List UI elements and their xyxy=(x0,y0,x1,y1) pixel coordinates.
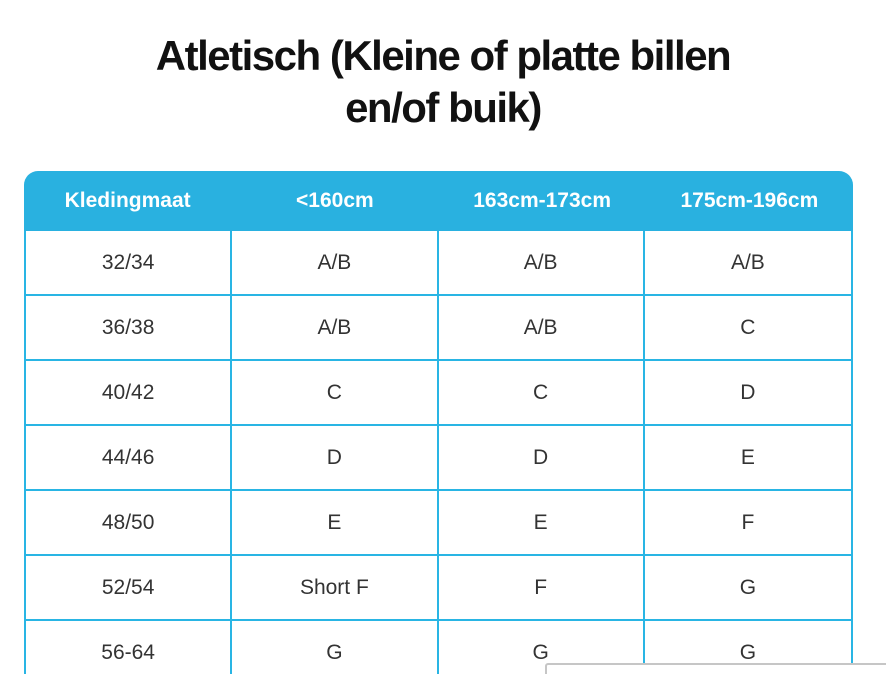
table-cell: E xyxy=(644,426,851,491)
size-table: Kledingmaat <160cm 163cm-173cm 175cm-196… xyxy=(24,171,853,674)
table-cell: Short F xyxy=(232,556,439,621)
table-cell: C xyxy=(232,361,439,426)
table-cell-size: 48/50 xyxy=(26,491,233,556)
column-header-175cm-196cm: 175cm-196cm xyxy=(680,189,819,212)
table-cell: E xyxy=(438,491,645,556)
table-cell-size: 40/42 xyxy=(26,361,233,426)
column-header-kledingmaat: Kledingmaat xyxy=(64,189,191,212)
table-cell-size: 52/54 xyxy=(26,556,233,621)
column-header-under-160cm: <160cm xyxy=(296,189,374,212)
page-title: Atletisch (Kleine of platte billen en/of… xyxy=(0,30,886,134)
table-cell-size: 56-64 xyxy=(26,621,233,674)
table-cell: A/B xyxy=(644,231,851,296)
table-cell: C xyxy=(644,296,851,361)
table-cell: F xyxy=(438,556,645,621)
table-cell: D xyxy=(644,361,851,426)
table-cell: A/B xyxy=(438,296,645,361)
size-table-body: 32/34 A/B A/B A/B 36/38 A/B A/B C 40/42 … xyxy=(24,231,853,674)
column-header-163cm-173cm: 163cm-173cm xyxy=(473,189,612,212)
table-cell: A/B xyxy=(232,231,439,296)
size-table-header-row: Kledingmaat <160cm 163cm-173cm 175cm-196… xyxy=(24,171,853,231)
table-cell: A/B xyxy=(438,231,645,296)
table-cell: C xyxy=(438,361,645,426)
bottom-popup-edge xyxy=(545,663,886,674)
table-cell: G xyxy=(644,556,851,621)
table-cell: F xyxy=(644,491,851,556)
table-cell-size: 32/34 xyxy=(26,231,233,296)
table-cell: G xyxy=(232,621,439,674)
table-cell: G xyxy=(438,621,645,674)
table-cell: D xyxy=(438,426,645,491)
table-cell: A/B xyxy=(232,296,439,361)
table-cell: D xyxy=(232,426,439,491)
page-title-line1: Atletisch (Kleine of platte billen xyxy=(155,32,732,79)
table-cell-size: 44/46 xyxy=(26,426,233,491)
table-cell: E xyxy=(232,491,439,556)
table-cell-size: 36/38 xyxy=(26,296,233,361)
page-title-line2: en/of buik) xyxy=(345,84,542,131)
